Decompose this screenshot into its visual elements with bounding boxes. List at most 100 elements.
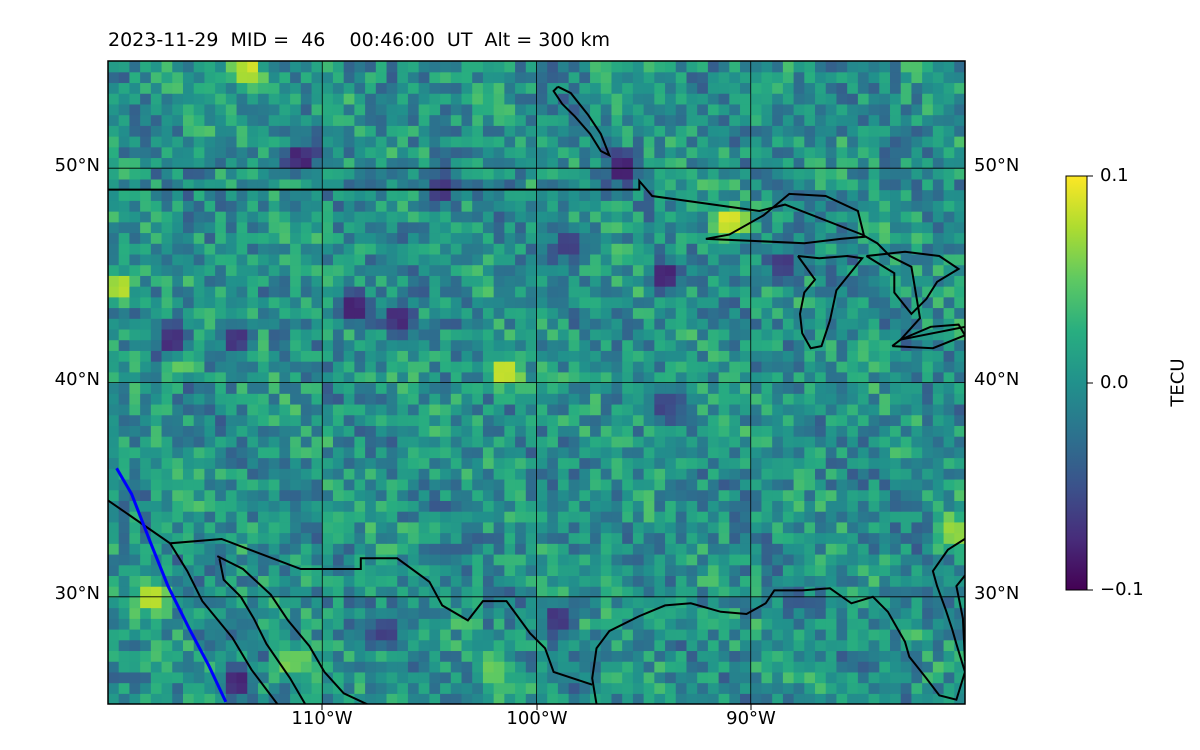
tec-cell xyxy=(568,157,580,169)
tec-cell xyxy=(815,500,827,512)
tec-cell xyxy=(900,114,913,126)
tec-cell xyxy=(108,661,120,673)
tec-cell xyxy=(943,286,955,298)
tec-cell xyxy=(890,178,902,191)
tec-cell xyxy=(804,618,816,630)
tec-cell xyxy=(675,157,688,169)
tec-cell xyxy=(332,618,345,630)
tec-cell xyxy=(954,511,965,523)
tec-cell xyxy=(311,628,323,641)
tec-cell xyxy=(354,318,366,330)
tec-cell xyxy=(343,307,355,319)
tec-cell xyxy=(793,93,805,105)
tec-cell xyxy=(932,489,945,501)
tec-cell xyxy=(761,564,773,576)
tec-cell xyxy=(172,639,184,652)
tec-cell xyxy=(375,628,388,641)
tec-cell xyxy=(686,478,698,491)
tec-cell xyxy=(675,189,688,201)
tec-cell xyxy=(418,532,430,544)
tec-cell xyxy=(300,693,313,704)
tec-cell xyxy=(193,200,206,212)
tec-cell xyxy=(354,286,366,298)
tec-cell xyxy=(590,71,602,84)
tec-cell xyxy=(247,211,259,223)
tec-cell xyxy=(750,693,763,704)
tec-cell xyxy=(311,650,323,662)
tec-cell xyxy=(311,189,323,201)
tec-cell xyxy=(525,607,538,619)
tec-cell xyxy=(600,350,613,362)
tec-cell xyxy=(675,607,688,619)
tec-cell xyxy=(879,468,891,480)
tec-cell xyxy=(493,371,505,384)
tec-cell xyxy=(579,318,591,330)
tec-cell xyxy=(150,618,163,630)
tec-cell xyxy=(461,136,473,148)
tec-cell xyxy=(172,661,184,673)
tec-cell xyxy=(429,521,441,534)
tec-cell xyxy=(193,371,206,384)
tec-cell xyxy=(247,671,259,684)
tec-cell xyxy=(172,436,184,448)
tec-cell xyxy=(150,468,163,480)
tec-cell xyxy=(375,521,388,534)
tec-cell xyxy=(290,275,302,287)
tec-cell xyxy=(397,468,409,480)
tec-cell xyxy=(536,693,548,704)
tec-cell xyxy=(932,61,945,73)
tec-cell xyxy=(750,436,763,448)
tec-cell xyxy=(215,82,227,94)
tec-cell xyxy=(482,361,495,373)
tec-cell xyxy=(311,61,323,73)
tec-cell xyxy=(568,168,580,180)
tec-cell xyxy=(857,586,870,598)
tec-cell xyxy=(836,361,848,373)
tec-cell xyxy=(225,103,238,116)
tec-cell xyxy=(397,232,409,244)
tec-cell xyxy=(215,189,227,201)
tec-cell xyxy=(343,264,355,276)
tec-cell xyxy=(793,586,805,598)
tec-cell xyxy=(440,93,452,105)
tec-cell xyxy=(686,286,698,298)
tec-cell xyxy=(718,264,730,276)
tec-cell xyxy=(654,178,666,191)
tec-cell xyxy=(215,61,227,73)
tec-cell xyxy=(322,339,334,351)
tec-cell xyxy=(429,468,441,480)
tec-cell xyxy=(740,275,752,287)
tec-cell xyxy=(354,414,366,426)
tec-cell xyxy=(450,500,463,512)
tec-cell xyxy=(461,382,473,394)
tec-cell xyxy=(247,125,259,137)
tec-cell xyxy=(643,393,655,405)
tec-cell xyxy=(472,500,484,512)
tec-cell xyxy=(279,682,291,694)
tec-cell xyxy=(911,178,923,191)
tec-cell xyxy=(129,436,141,448)
tec-cell xyxy=(150,586,163,598)
tec-cell xyxy=(740,296,752,309)
tec-cell xyxy=(300,607,313,619)
tec-cell xyxy=(386,575,398,587)
tec-cell xyxy=(943,564,955,576)
tec-cell xyxy=(247,607,259,619)
tec-cell xyxy=(290,339,302,351)
tec-cell xyxy=(815,639,827,652)
tec-cell xyxy=(215,211,227,223)
tec-cell xyxy=(922,61,934,73)
tec-cell xyxy=(686,136,698,148)
tec-cell xyxy=(268,457,280,469)
tec-cell xyxy=(311,71,323,84)
tec-cell xyxy=(375,425,388,437)
tec-cell xyxy=(129,200,141,212)
tec-cell xyxy=(557,500,570,512)
tec-cell xyxy=(707,468,720,480)
tec-cell xyxy=(782,114,795,126)
tec-cell xyxy=(215,296,227,309)
tec-cell xyxy=(193,414,206,426)
tec-cell xyxy=(397,296,409,309)
tec-cell xyxy=(761,425,773,437)
